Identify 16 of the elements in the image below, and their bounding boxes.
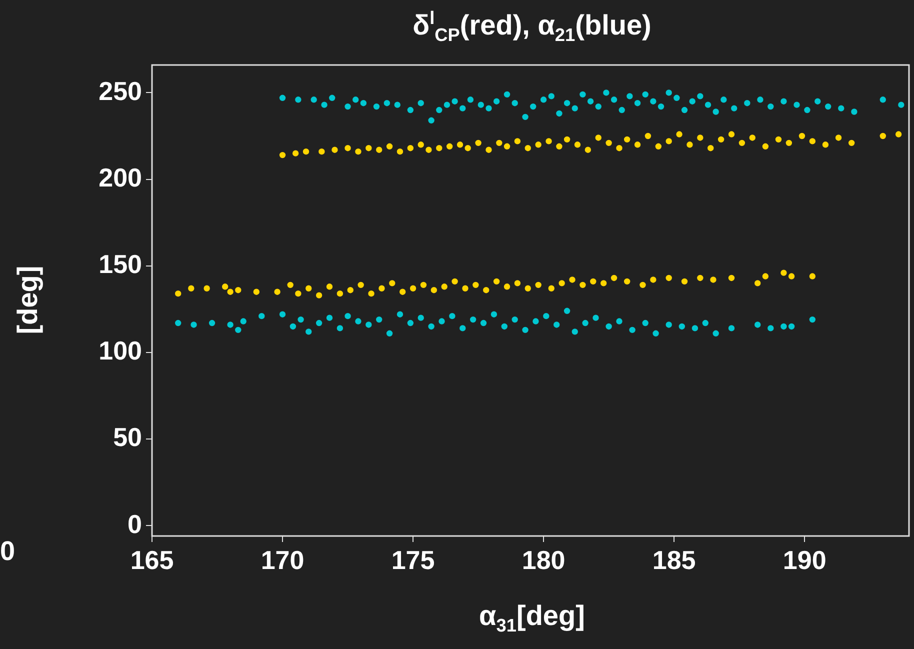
text: 0 — [0, 536, 16, 567]
y-tick-label: 250 — [98, 76, 142, 106]
x-tick-label: 170 — [260, 544, 304, 575]
x-tick-label: 185 — [652, 544, 696, 575]
y-axis-title: [deg] — [12, 266, 44, 334]
x-tick-label: 175 — [391, 544, 435, 575]
y-tick-label: 150 — [98, 249, 142, 280]
y-tick-label: 0 — [128, 508, 142, 539]
x-tick-label: 180 — [522, 544, 566, 575]
x-axis-title: α$_{31}$[deg] — [478, 600, 586, 637]
chart-title: δ$^{l}$$_{CP}$(red), α$_{21}$(blue) — [412, 8, 652, 46]
y-tick-label: 100 — [98, 336, 142, 366]
x-tick-label: 190 — [782, 544, 826, 575]
y-tick-label: 200 — [98, 162, 142, 192]
x-tick-label: 165 — [130, 544, 174, 575]
y-tick-label: 50 — [113, 422, 142, 452]
